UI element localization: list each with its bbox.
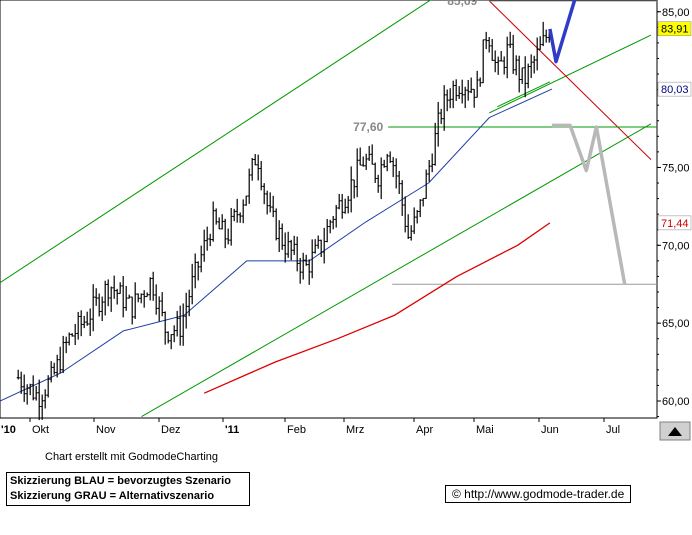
value-badge-label: 80,03 (661, 84, 689, 96)
x-tick-label: Nov (96, 424, 116, 436)
y-tick-label: 85,00 (662, 7, 690, 19)
y-axis: 60,0065,0070,0075,0080,0085,0083,9180,03… (657, 7, 692, 418)
website-link[interactable]: © http://www.godmode-trader.de (445, 485, 632, 503)
scroll-controls[interactable] (659, 421, 691, 441)
value-badge-label: 71,44 (661, 218, 689, 230)
x-tick-label: '11 (225, 424, 239, 436)
scroll-arrow-icon (668, 427, 682, 436)
x-tick-label: Jul (606, 424, 620, 436)
x-tick-label: Jun (541, 424, 559, 436)
x-tick-label: Apr (416, 424, 433, 436)
x-tick-label: '10 (1, 424, 16, 436)
scenario-blue-path (548, 0, 577, 64)
short-support-line (489, 34, 652, 114)
moving-average-blue (0, 88, 553, 402)
price-annotations: 85,69 77,60 (353, 0, 477, 134)
price-bars (16, 21, 551, 421)
legend-blue-text: Skizzierung BLAU = bevorzugtes Szenario (10, 475, 231, 487)
value-badge-label: 83,91 (661, 24, 689, 36)
trend-lines (0, 0, 657, 418)
y-tick-label: 60,00 (662, 396, 690, 408)
downtrend-line (488, 0, 652, 161)
y-tick-label: 75,00 (662, 162, 690, 174)
value-badge (657, 215, 692, 231)
x-tick-label: Feb (287, 424, 306, 436)
chart-credit: Chart erstellt mit GodmodeCharting (45, 451, 219, 463)
value-badge (657, 81, 692, 97)
x-tick-label: Mai (476, 424, 494, 436)
triangle-support-line (497, 81, 551, 108)
x-tick-label: Mrz (346, 424, 364, 436)
x-axis: '10 Okt Nov Dez '11 Feb Mrz Apr Mai Jun Jul (1, 418, 620, 436)
scenario-sketches (548, 0, 627, 285)
upper-channel-line (0, 0, 432, 284)
price-annotation: 85,69 (447, 0, 477, 8)
value-badge (657, 21, 692, 36)
price-annotation: 77,60 (353, 120, 383, 134)
y-tick-label: 70,00 (662, 240, 690, 252)
moving-average-red (203, 222, 551, 394)
scenario-gray-path (551, 123, 627, 285)
x-tick-label: Okt (32, 424, 49, 436)
plot-area (0, 0, 658, 419)
y-tick-label: 65,00 (662, 318, 690, 330)
lower-channel-line (141, 123, 652, 418)
x-tick-label: Dez (161, 424, 181, 436)
scenario-legend: Skizzierung BLAU = bevorzugtes Szenario … (6, 472, 250, 506)
moving-averages (0, 88, 553, 402)
legend-gray-text: Skizzierung GRAU = Alternativszenario (10, 490, 215, 502)
